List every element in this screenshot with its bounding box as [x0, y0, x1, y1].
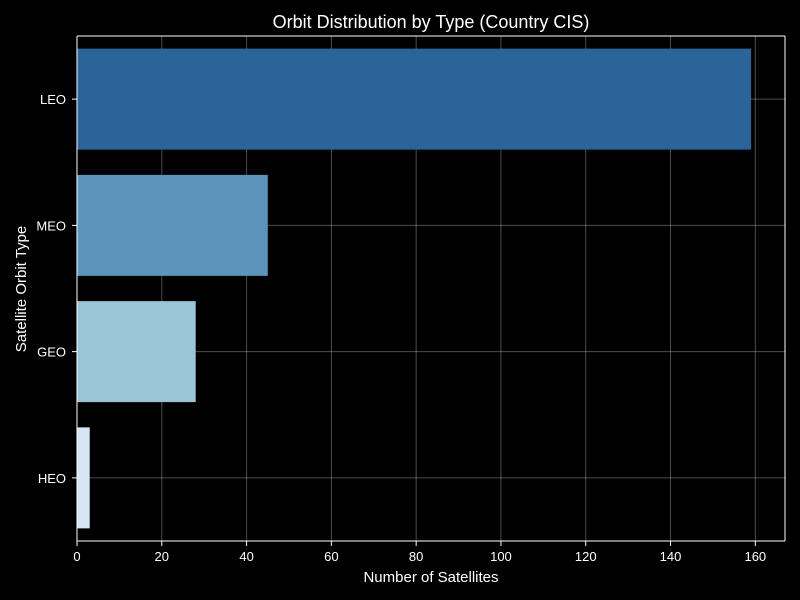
bar-leo — [77, 48, 752, 150]
y-tick-label-geo: GEO — [37, 345, 66, 360]
x-tick-label-60: 60 — [324, 549, 338, 564]
bar-heo — [77, 427, 90, 529]
chart-title: Orbit Distribution by Type (Country CIS) — [273, 12, 590, 32]
x-tick-label-20: 20 — [155, 549, 169, 564]
y-axis-label: Satellite Orbit Type — [13, 226, 30, 352]
tick-labels: 0 20 40 60 80 100 120 140 160 LEO MEO GEO HEO — [36, 92, 766, 564]
bar-meo — [77, 174, 268, 276]
x-tick-label-100: 100 — [490, 549, 512, 564]
x-tick-label-40: 40 — [239, 549, 253, 564]
y-tick-label-leo: LEO — [40, 92, 66, 107]
x-axis-label: Number of Satellites — [363, 569, 498, 586]
x-tick-label-140: 140 — [660, 549, 682, 564]
bars — [77, 48, 752, 529]
x-tick-label-160: 160 — [744, 549, 766, 564]
y-tick-label-meo: MEO — [36, 218, 66, 233]
axes — [72, 35, 786, 546]
x-tick-label-120: 120 — [575, 549, 597, 564]
bar-geo — [77, 301, 196, 403]
x-tick-label-0: 0 — [73, 549, 80, 564]
x-tick-label-80: 80 — [409, 549, 423, 564]
y-tick-label-heo: HEO — [38, 471, 66, 486]
